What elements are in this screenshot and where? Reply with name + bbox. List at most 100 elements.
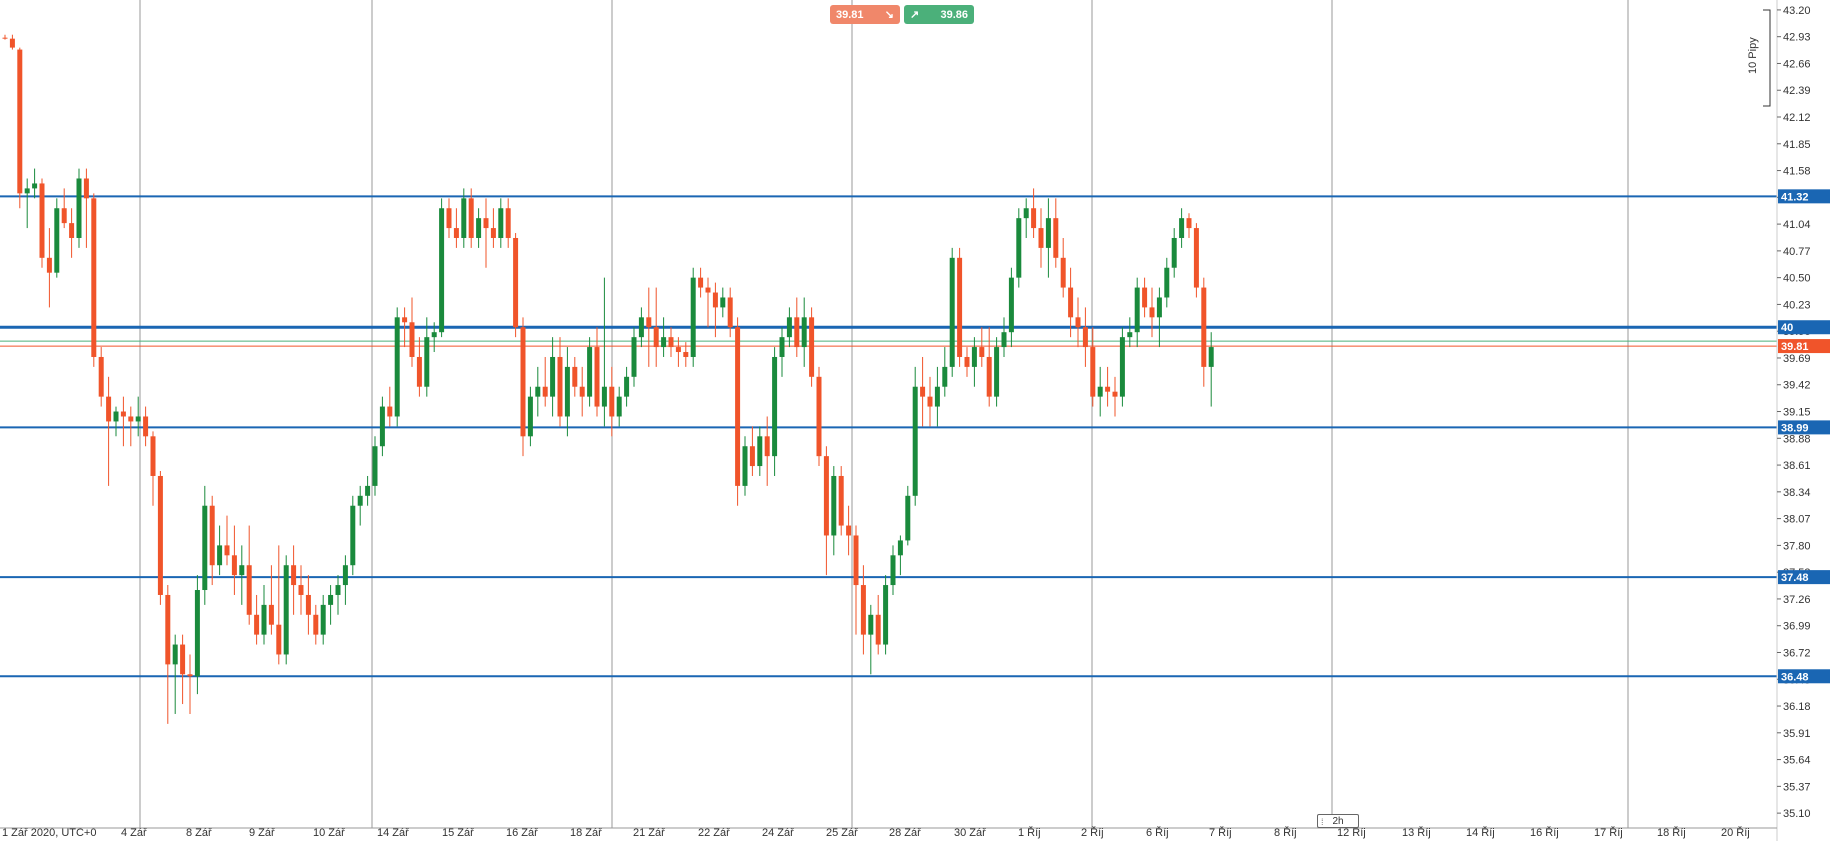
candle-body <box>860 585 866 635</box>
candle <box>764 416 770 486</box>
candle <box>816 366 822 467</box>
candle <box>838 466 844 536</box>
candle-body <box>498 208 504 238</box>
y-tick-label: 40.50 <box>1783 273 1811 285</box>
candle <box>868 604 874 675</box>
candle-body <box>698 277 704 288</box>
candle-body <box>379 406 385 447</box>
candle <box>542 356 548 407</box>
candle <box>365 475 371 506</box>
candle <box>698 267 704 298</box>
candle-body <box>32 183 38 189</box>
level-label-bg <box>1778 669 1830 684</box>
candle-body <box>446 208 452 229</box>
candle <box>416 337 422 397</box>
candle <box>180 634 186 705</box>
candle-body <box>1060 257 1066 288</box>
time-axis[interactable]: 1 Zář 2020, UTC+0 4 Zář 8 Zář 9 Zář 10 Zář 14… <box>0 826 1777 839</box>
candle-body <box>424 337 430 387</box>
candle-body <box>439 208 445 333</box>
x-tick-label: 10 Zář <box>313 827 345 839</box>
candle-body <box>239 565 245 576</box>
horizontal-levels[interactable] <box>0 195 1777 678</box>
x-tick-label: 28 Zář <box>889 827 921 839</box>
candle-body <box>313 614 319 635</box>
candle <box>1193 223 1199 298</box>
candle-body <box>1127 332 1133 338</box>
candle <box>994 337 1000 407</box>
candle <box>1082 307 1088 367</box>
candle-body <box>831 475 837 536</box>
candle-body <box>268 604 274 625</box>
candle-body <box>883 585 889 645</box>
candle <box>387 386 393 427</box>
x-tick-label: 24 Zář <box>762 827 794 839</box>
candle <box>772 347 778 476</box>
candle <box>268 565 274 635</box>
y-tick-label: 38.07 <box>1783 514 1811 526</box>
candle <box>498 198 504 248</box>
candle-body <box>98 356 104 397</box>
candle <box>853 525 859 635</box>
candle-body <box>453 228 459 238</box>
candle <box>276 545 282 665</box>
candle-body <box>1171 237 1177 268</box>
level-label-bg <box>1778 320 1830 335</box>
candle-body <box>794 317 800 348</box>
candle <box>1164 257 1170 308</box>
candle <box>964 347 970 377</box>
candle <box>1179 208 1185 248</box>
level-label-bg <box>1778 570 1830 585</box>
candle <box>461 188 467 248</box>
timeframe-selector[interactable]: ⁞ 2h <box>1317 814 1359 828</box>
candle-body <box>809 317 815 377</box>
candle <box>9 34 15 50</box>
x-tick-label: 15 Zář <box>442 827 474 839</box>
candle-body <box>335 585 341 595</box>
candle-body <box>461 198 467 238</box>
buy-button[interactable]: ↗ 39.86 <box>904 5 974 24</box>
candle-body <box>609 386 615 417</box>
candle <box>17 47 23 209</box>
candle-body <box>690 277 696 357</box>
candle <box>690 267 696 367</box>
candle-body <box>572 366 578 387</box>
y-tick-label: 37.26 <box>1783 594 1811 606</box>
candle <box>661 317 667 357</box>
candle-body <box>1016 218 1022 278</box>
price-axis[interactable]: 43.2042.9342.6642.3942.1241.8541.5841.31… <box>1777 5 1811 820</box>
candle-body <box>579 386 585 397</box>
y-tick-label: 38.34 <box>1783 487 1811 499</box>
candle-body <box>217 545 223 566</box>
candle-body <box>1008 277 1014 333</box>
candle-body <box>890 555 896 586</box>
candle <box>705 277 711 328</box>
x-tick-label: 13 Říj <box>1402 826 1431 839</box>
candle-body <box>979 347 985 357</box>
candle <box>254 594 260 645</box>
candle-body <box>668 337 674 348</box>
x-tick-label: 30 Zář <box>954 827 986 839</box>
candle-body <box>1142 287 1148 308</box>
candle-body <box>838 475 844 526</box>
y-tick-label: 39.15 <box>1783 407 1811 419</box>
sell-button[interactable]: 39.81 ↘ <box>830 5 900 24</box>
candle-body <box>594 347 600 407</box>
candle-body <box>328 594 334 605</box>
candle-body <box>402 317 408 323</box>
candle-body <box>1068 287 1074 318</box>
buy-price: 39.86 <box>940 8 968 21</box>
candle-body <box>897 540 903 556</box>
candle <box>957 247 963 367</box>
candle-body <box>1201 287 1207 367</box>
candle <box>187 654 193 714</box>
candle <box>328 585 334 625</box>
candle-body <box>1075 317 1081 328</box>
x-tick-label: 16 Zář <box>506 827 538 839</box>
candle <box>831 466 837 556</box>
y-tick-label: 35.91 <box>1783 728 1811 740</box>
candle-body <box>387 406 393 417</box>
candle <box>194 575 200 695</box>
y-tick-label: 39.69 <box>1783 353 1811 365</box>
